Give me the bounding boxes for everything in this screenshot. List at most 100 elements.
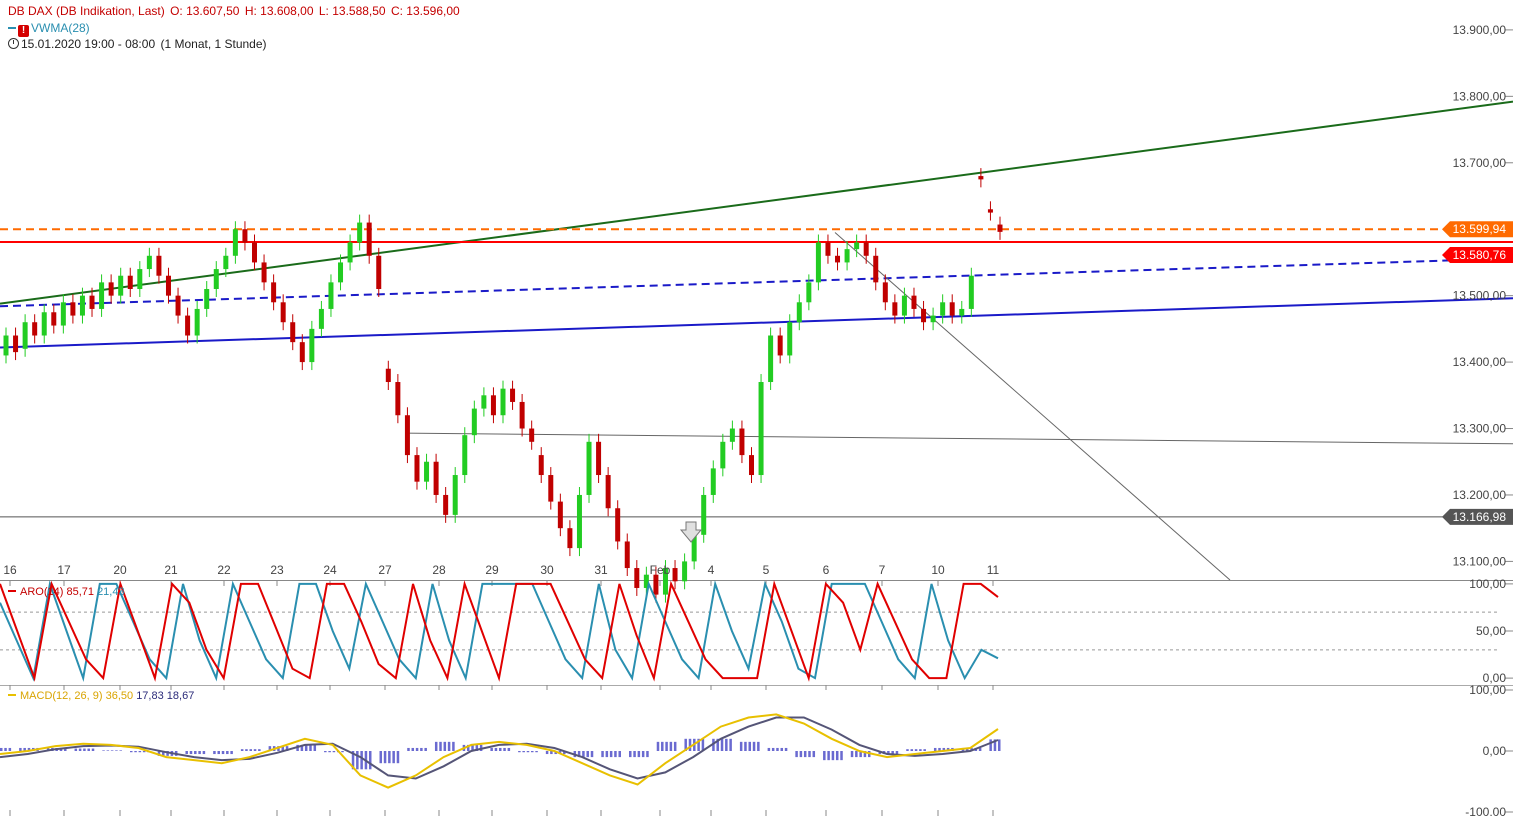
- price-tick-label: 13.200,00: [1453, 488, 1507, 502]
- candle-body: [557, 501, 563, 529]
- aroon-down-value: 21,43: [97, 586, 125, 598]
- candle-body: [882, 282, 888, 303]
- macd-hist-bar: [989, 739, 992, 751]
- candle-body: [395, 382, 401, 416]
- macd-hist-bar: [887, 751, 890, 755]
- macd-hist-bar: [688, 738, 692, 751]
- macd-hist-bar: [503, 747, 506, 751]
- candle-body: [309, 328, 315, 363]
- candle-body: [729, 428, 735, 442]
- macd-hist-bar: [784, 747, 788, 751]
- macd-hist-bar: [300, 744, 304, 751]
- macd-tick-label: 0,00: [1483, 744, 1507, 758]
- date-tick-label: 23: [270, 563, 284, 577]
- macd-hist-bar: [268, 746, 272, 751]
- macd-hist-bar: [518, 751, 521, 753]
- macd-hist-bar: [217, 751, 220, 755]
- macd-hist-bar: [739, 741, 743, 751]
- candle-body: [41, 312, 47, 336]
- candle-body: [271, 282, 277, 303]
- macd-hist-bar: [641, 751, 645, 758]
- aroon-tick-label: 100,00: [1469, 577, 1506, 591]
- macd-hist-bar: [507, 747, 511, 751]
- vwma-label[interactable]: VWMA(28): [31, 21, 90, 35]
- macd-hist-bar: [744, 741, 747, 751]
- candle-body: [787, 322, 793, 356]
- candle-body: [328, 282, 334, 309]
- macd-hist-bar: [850, 751, 854, 758]
- candle-body: [137, 269, 143, 290]
- macd-hist-bar: [8, 747, 12, 751]
- macd-hist-bar: [891, 751, 894, 755]
- candle-body: [815, 242, 821, 283]
- macd-hist-bar: [443, 741, 447, 751]
- macd-hist-bar: [115, 750, 118, 751]
- macd-hist-bar: [795, 751, 798, 758]
- candle-body: [825, 242, 831, 256]
- candle-body: [901, 295, 907, 316]
- macd-hist-bar: [240, 749, 244, 751]
- macd-panel[interactable]: 100,00 0,00 -100,00: [0, 683, 1513, 816]
- macd-hist-bar: [646, 751, 649, 758]
- price-tick-label: 13.100,00: [1453, 554, 1507, 568]
- macd-hist-bar: [119, 750, 122, 751]
- macd-hist-bar: [324, 751, 327, 753]
- candle-body: [892, 302, 898, 316]
- macd-hist-bar: [526, 751, 530, 753]
- candle-body: [118, 275, 124, 296]
- candle-body: [691, 534, 697, 562]
- candle-body: [567, 528, 573, 549]
- candle-body: [959, 308, 965, 316]
- candle-body: [949, 302, 955, 316]
- candle-body: [290, 322, 296, 343]
- candle-body: [146, 255, 152, 270]
- candle-body: [194, 308, 200, 336]
- macd-hist-bar: [701, 738, 705, 751]
- macd-hist-bar: [356, 751, 359, 770]
- macd-hist-bar: [134, 751, 137, 753]
- date-tick-label: 17: [57, 563, 71, 577]
- price-panel[interactable]: [0, 580, 1513, 686]
- macd-hist-bar: [281, 746, 285, 751]
- macd-hist-bar: [808, 751, 811, 758]
- date-axis: 16 17 20 21 22 23 24 27 28 29 30 31 Feb 4 5 6 7 10 11: [3, 563, 1000, 816]
- candle-body: [3, 335, 9, 356]
- high-value: H: 13.608,00: [244, 4, 314, 18]
- aroon-panel[interactable]: 100,00 50,00 0,00: [0, 577, 1513, 685]
- candle-body: [634, 568, 640, 588]
- candle-body: [404, 415, 410, 456]
- macd-hist-value: 18,67: [166, 690, 195, 702]
- macd-hist-bar: [656, 741, 660, 751]
- macd-hist-bar: [661, 741, 664, 751]
- down-arrow-icon: [679, 521, 703, 543]
- candle-body: [529, 428, 535, 442]
- gray-diagonal-line: [834, 232, 1231, 581]
- exclamation-icon[interactable]: !: [18, 25, 29, 37]
- date-tick-label: 29: [485, 563, 499, 577]
- macd-hist-bar: [447, 741, 451, 751]
- macd-hist-bar: [74, 748, 78, 751]
- macd-hist-bar: [471, 744, 474, 751]
- macd-swatch: [8, 694, 16, 696]
- macd-hist-bar: [396, 751, 400, 764]
- candle-body: [99, 282, 105, 309]
- candle-body: [261, 262, 267, 283]
- macd-hist-bar: [313, 744, 317, 751]
- price-marker-13.580,76: [1442, 246, 1513, 263]
- macd-hist-bar: [388, 751, 391, 764]
- candle-body: [548, 475, 554, 502]
- candle-body: [414, 455, 420, 482]
- macd-hist-bar: [360, 751, 363, 770]
- candle-body: [252, 242, 257, 263]
- candle-body: [127, 275, 133, 290]
- macd-hist-bar: [614, 751, 617, 758]
- aroon-label[interactable]: ARO(14): [20, 586, 64, 598]
- macd-hist-bar: [194, 751, 197, 755]
- blue-trend-line: [0, 297, 1513, 349]
- macd-hist-bar: [78, 748, 82, 751]
- candle-body: [13, 335, 19, 353]
- macd-label[interactable]: MACD(12, 26, 9): [20, 690, 103, 702]
- macd-hist-bar: [434, 741, 438, 751]
- macd-hist-bar: [411, 747, 415, 751]
